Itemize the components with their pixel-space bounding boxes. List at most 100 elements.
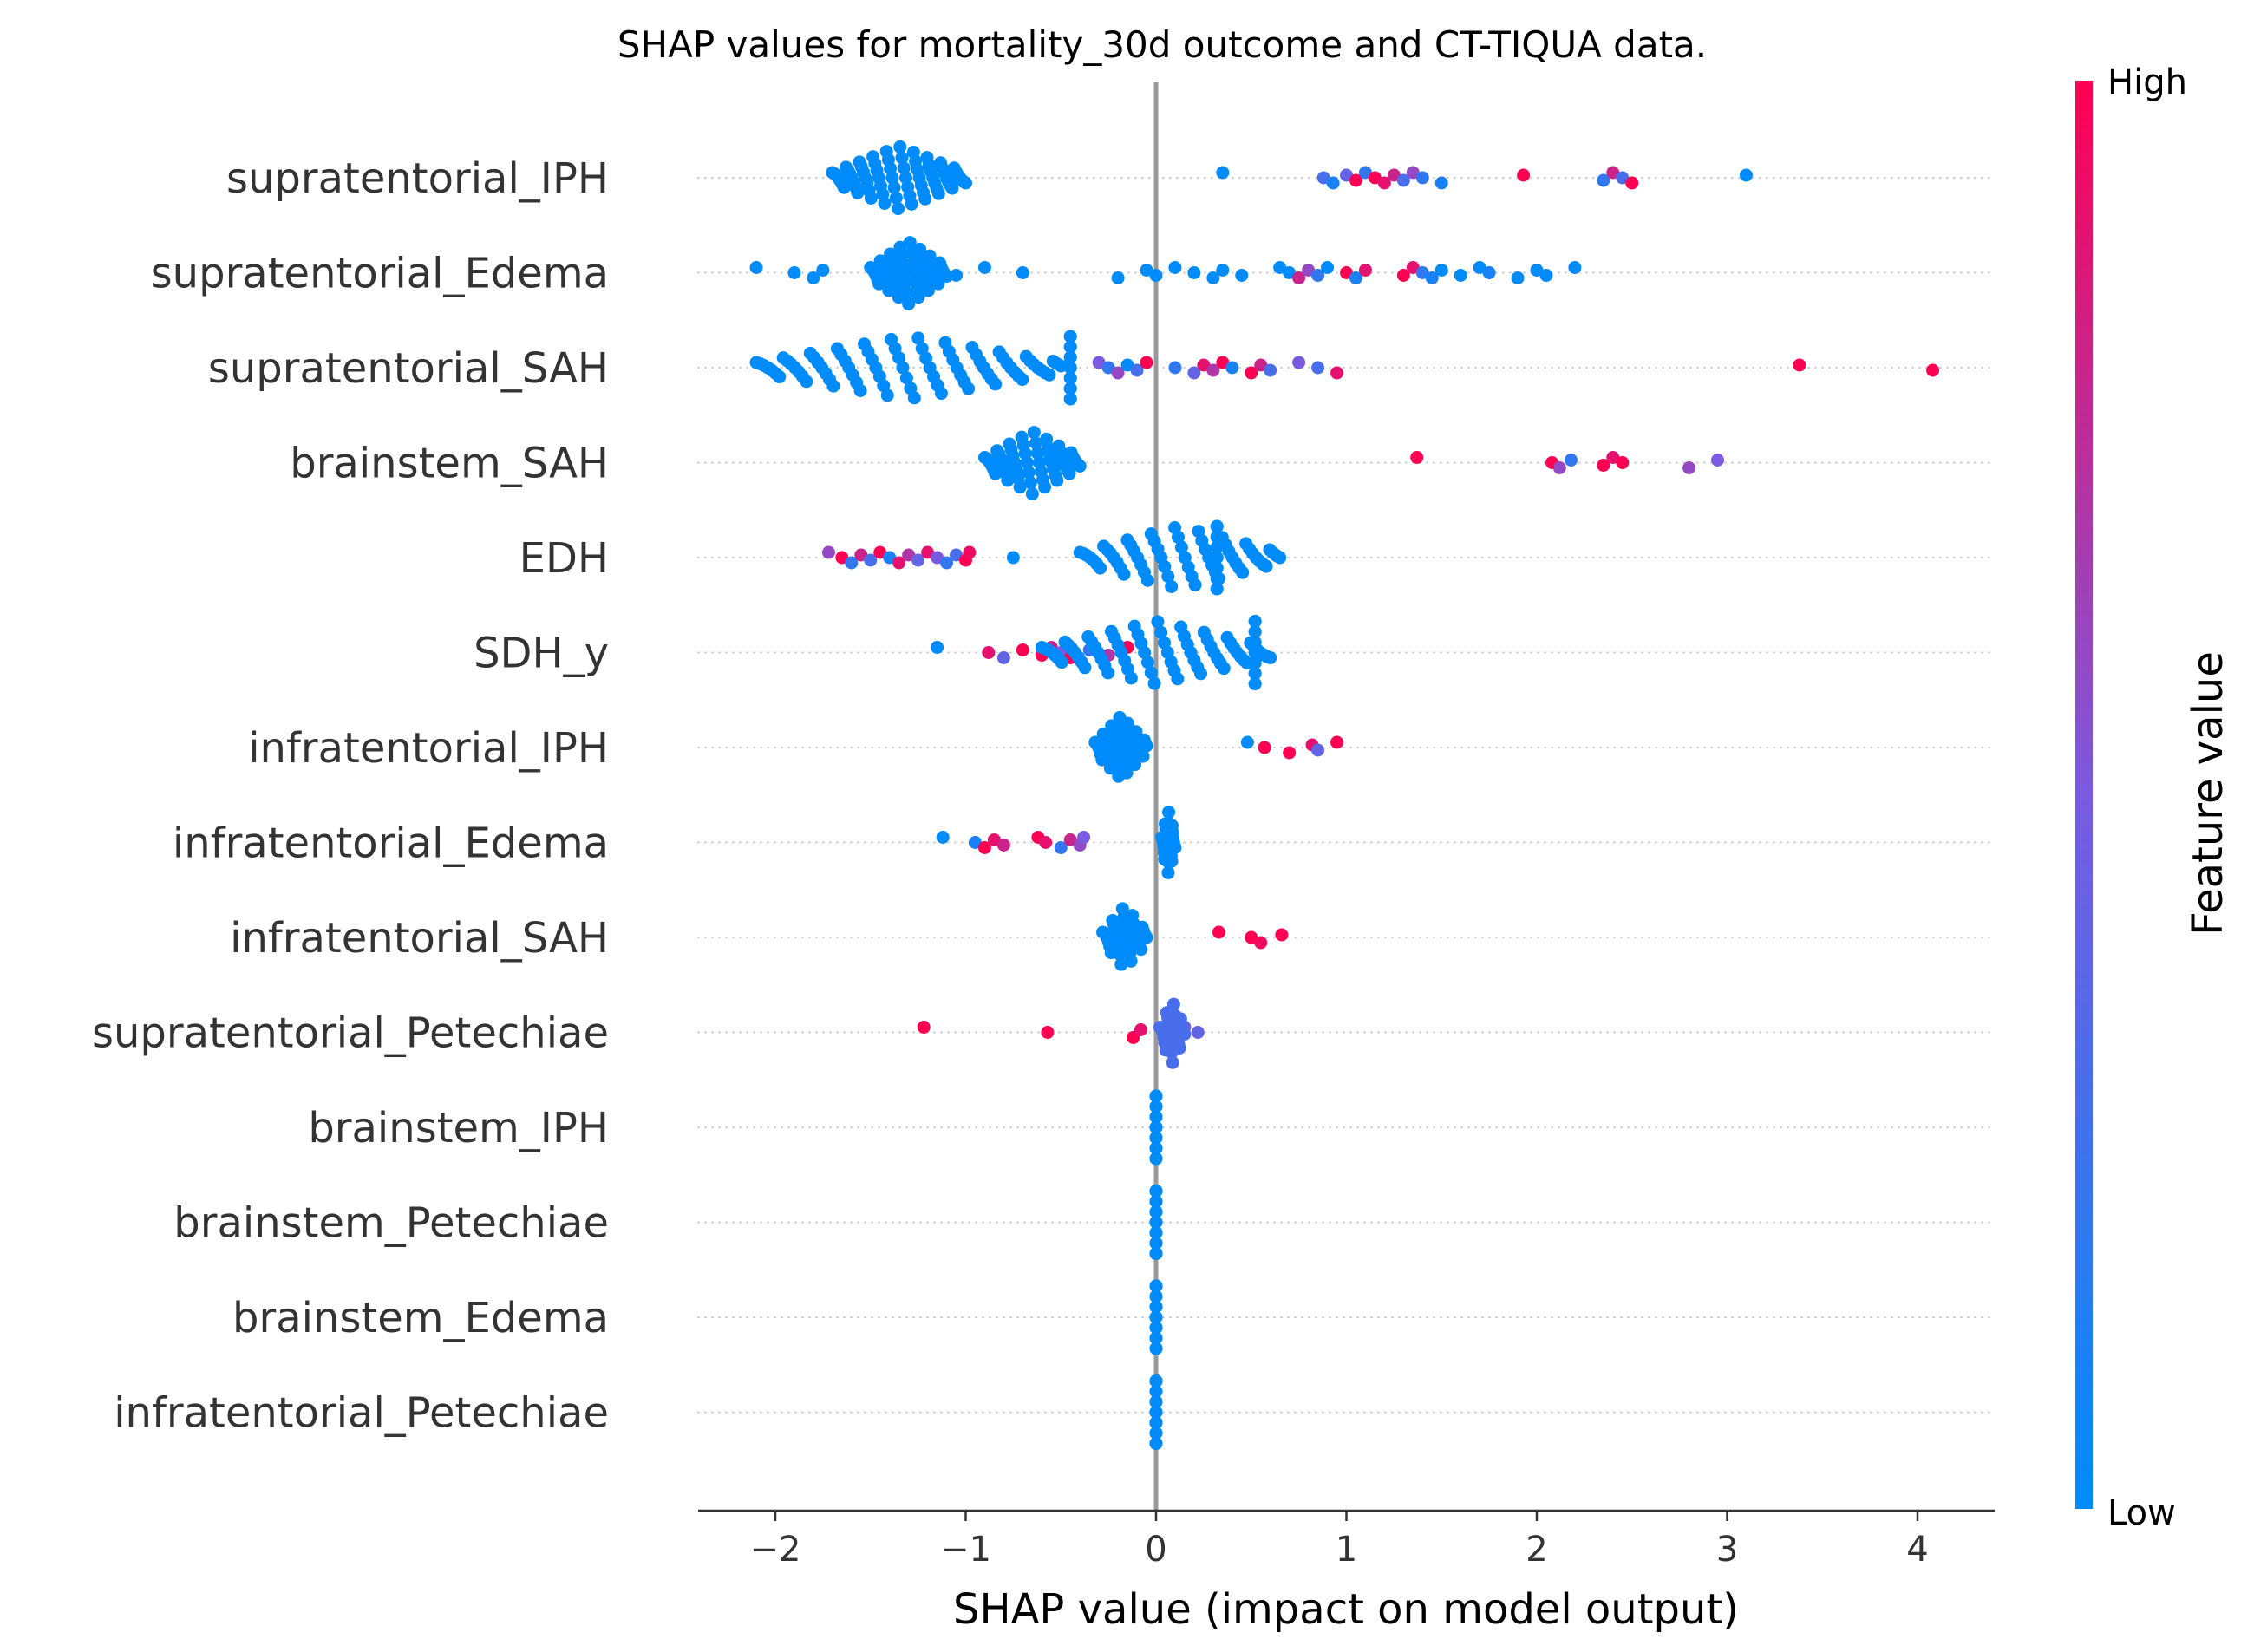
shap-point bbox=[1016, 266, 1029, 279]
shap-point bbox=[1149, 1416, 1163, 1429]
shap-point bbox=[1149, 1300, 1163, 1314]
shap-point bbox=[996, 839, 1010, 852]
shap-point bbox=[1016, 373, 1029, 387]
feature-label: supratentorial_Edema bbox=[151, 250, 609, 298]
shap-point bbox=[1039, 836, 1053, 849]
shap-point bbox=[1149, 1110, 1163, 1124]
shap-point bbox=[1210, 551, 1224, 565]
shap-point bbox=[1140, 356, 1153, 369]
shap-point bbox=[931, 277, 945, 291]
shap-point bbox=[1063, 833, 1077, 846]
shap-point bbox=[1210, 519, 1224, 533]
shap-point bbox=[892, 556, 906, 570]
shap-point bbox=[889, 191, 903, 205]
shap-point bbox=[1013, 480, 1027, 494]
shap-point bbox=[1292, 356, 1306, 369]
shap-point bbox=[903, 236, 917, 250]
shap-point bbox=[1094, 561, 1107, 575]
shap-point bbox=[1482, 266, 1496, 279]
shap-point bbox=[787, 266, 801, 279]
shap-point bbox=[851, 186, 865, 199]
feature-label: brainstem_Edema bbox=[232, 1294, 609, 1342]
shap-point bbox=[1258, 741, 1271, 754]
shap-point bbox=[968, 836, 982, 849]
shap-point bbox=[1511, 271, 1525, 284]
shap-point bbox=[1166, 1055, 1179, 1069]
shap-point bbox=[1154, 625, 1168, 639]
shap-dots bbox=[749, 140, 1940, 1450]
shap-point bbox=[1552, 461, 1566, 474]
shap-point bbox=[1248, 625, 1262, 638]
shap-point bbox=[1245, 930, 1258, 944]
shap-point bbox=[902, 548, 916, 562]
shap-point bbox=[1273, 551, 1287, 565]
shap-point bbox=[821, 545, 835, 559]
shap-point bbox=[963, 545, 977, 559]
shap-point bbox=[1168, 261, 1182, 274]
shap-point bbox=[1149, 269, 1163, 282]
shap-point bbox=[940, 270, 954, 283]
shap-point bbox=[1625, 176, 1639, 190]
shap-point bbox=[1259, 559, 1273, 573]
shap-point bbox=[1149, 1216, 1163, 1229]
shap-point bbox=[1149, 1185, 1163, 1198]
shap-point bbox=[837, 180, 851, 194]
shap-point bbox=[1136, 749, 1150, 763]
shap-point bbox=[1171, 672, 1185, 686]
shap-point bbox=[897, 161, 911, 175]
shap-point bbox=[883, 551, 897, 565]
shap-point bbox=[1165, 579, 1179, 593]
shap-point bbox=[1117, 567, 1131, 581]
shap-point bbox=[1326, 176, 1340, 190]
shap-point bbox=[845, 556, 859, 570]
shap-point bbox=[1124, 671, 1138, 685]
shap-point bbox=[1020, 456, 1034, 469]
feature-label: brainstem_SAH bbox=[290, 440, 609, 488]
x-tick-label: 0 bbox=[1145, 1530, 1166, 1570]
shap-point bbox=[1210, 540, 1224, 554]
shap-point bbox=[1001, 473, 1015, 487]
shap-point bbox=[987, 833, 1001, 846]
shap-point bbox=[1149, 1247, 1163, 1260]
shap-point bbox=[1606, 451, 1620, 464]
shap-point bbox=[1406, 166, 1420, 180]
shap-point bbox=[1022, 466, 1036, 480]
shap-point bbox=[1434, 264, 1448, 277]
shap-point bbox=[893, 140, 907, 153]
shap-point bbox=[1016, 643, 1029, 656]
shap-point bbox=[1349, 271, 1362, 284]
shap-point bbox=[1340, 266, 1353, 279]
shap-point bbox=[1168, 361, 1182, 375]
shap-point bbox=[1149, 1395, 1163, 1408]
shap-point bbox=[982, 646, 996, 659]
shap-point bbox=[807, 271, 820, 284]
shap-point bbox=[1406, 261, 1420, 274]
shap-point bbox=[1415, 266, 1429, 279]
shap-point bbox=[1050, 473, 1064, 487]
shap-point bbox=[853, 384, 867, 398]
shap-point bbox=[1248, 615, 1262, 628]
shap-point bbox=[899, 371, 913, 385]
shap-point bbox=[1130, 363, 1144, 377]
shap-point bbox=[1187, 266, 1201, 279]
shap-point bbox=[1240, 735, 1254, 749]
shap-point bbox=[1248, 667, 1262, 680]
shap-point bbox=[1254, 358, 1268, 372]
shap-point bbox=[1254, 936, 1268, 950]
shap-point bbox=[1063, 371, 1077, 385]
shap-point bbox=[921, 284, 935, 297]
shap-point bbox=[898, 276, 912, 290]
x-axis: −2 −1 0 1 2 3 4 bbox=[698, 1509, 1995, 1570]
shap-point bbox=[1149, 1427, 1163, 1440]
shap-point bbox=[1236, 565, 1250, 579]
shap-point bbox=[1415, 171, 1429, 185]
shap-point bbox=[887, 180, 901, 194]
feature-label: infratentorial_Edema bbox=[173, 819, 609, 868]
colorbar: High Low Feature value bbox=[2075, 62, 2232, 1533]
shap-point bbox=[1454, 269, 1467, 282]
shap-point bbox=[1178, 1028, 1192, 1041]
shap-point bbox=[1149, 1321, 1163, 1335]
shap-point bbox=[1396, 173, 1410, 187]
shap-point bbox=[1311, 361, 1325, 375]
shap-point bbox=[749, 261, 763, 274]
